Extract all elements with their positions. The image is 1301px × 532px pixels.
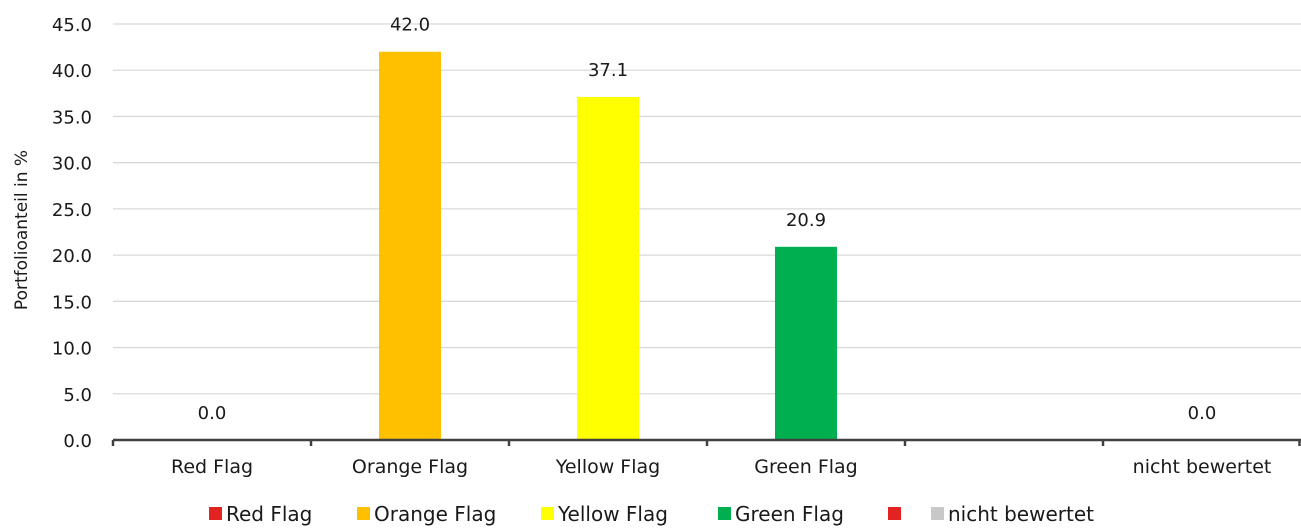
bar (379, 51, 441, 440)
y-tick-label: 5.0 (63, 385, 92, 406)
bar (577, 97, 639, 440)
legend-label: nicht bewertet (948, 502, 1094, 526)
x-axis (111, 438, 1301, 446)
legend-label: Red Flag (226, 502, 312, 526)
y-tick-label: 45.0 (52, 15, 92, 36)
data-label: 42.0 (390, 15, 430, 36)
legend-swatch (357, 507, 370, 520)
x-category-label: Green Flag (754, 456, 858, 478)
bars (379, 51, 837, 440)
legend-swatch (209, 507, 222, 520)
gridlines (113, 23, 1301, 395)
y-tick-label: 0.0 (63, 431, 92, 452)
x-category-label: nicht bewertet (1133, 456, 1272, 478)
legend-label: Orange Flag (374, 502, 496, 526)
y-tick-label: 25.0 (52, 200, 92, 221)
data-label: 20.9 (786, 210, 826, 231)
y-tick-label: 30.0 (52, 154, 92, 175)
y-tick-label: 40.0 (52, 61, 92, 82)
y-axis-title: Portfolioanteil in % (12, 150, 32, 310)
y-axis-tick-labels: 0.0 5.0 10.0 15.0 20.0 25.0 30.0 35.0 40.0 45.0 (52, 15, 92, 452)
x-category-label: Red Flag (171, 456, 253, 478)
legend-label: Green Flag (735, 502, 844, 526)
y-tick-label: 10.0 (52, 339, 92, 360)
legend-swatch (541, 507, 554, 520)
data-label: 37.1 (588, 60, 628, 81)
legend-swatch (888, 507, 901, 520)
legend-swatch (931, 507, 944, 520)
legend-label: Yellow Flag (557, 502, 668, 526)
x-category-label: Orange Flag (352, 456, 468, 478)
data-labels: 0.0 42.0 37.1 20.9 0.0 (198, 15, 1217, 424)
data-label: 0.0 (1188, 403, 1217, 424)
y-tick-label: 20.0 (52, 246, 92, 267)
x-axis-category-labels: Red Flag Orange Flag Yellow Flag Green Flag… (171, 456, 1271, 478)
y-tick-label: 35.0 (52, 107, 92, 128)
legend: Red Flag Orange Flag Yellow Flag Green Flag… (209, 502, 1094, 526)
data-label: 0.0 (198, 403, 227, 424)
bar (775, 246, 837, 440)
y-tick-label: 15.0 (52, 292, 92, 313)
x-category-label: Yellow Flag (555, 456, 660, 478)
legend-swatch (718, 507, 731, 520)
